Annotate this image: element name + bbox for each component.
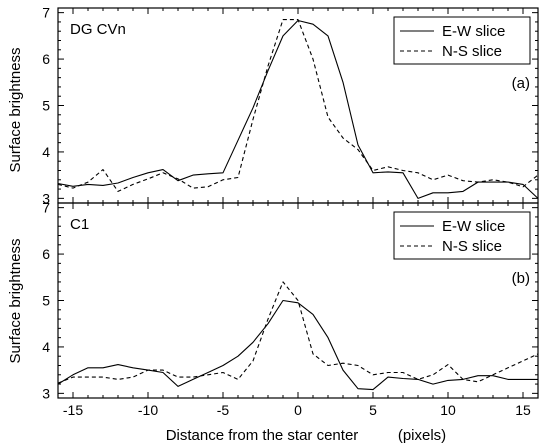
- y-tick-label: 5: [42, 98, 50, 114]
- y-tick-label: 4: [42, 144, 50, 160]
- y-tick-label: 5: [42, 293, 50, 309]
- x-tick-label: 10: [440, 402, 456, 418]
- y-tick-label: 6: [42, 51, 50, 67]
- x-tick-label: 0: [294, 402, 302, 418]
- y-tick-label: 4: [42, 339, 50, 355]
- legend-label: E-W slice: [442, 23, 505, 40]
- x-tick-label: -5: [217, 402, 230, 418]
- panel-title-b: C1: [70, 216, 89, 233]
- ns-slice-line-b: [57, 281, 539, 384]
- x-axis-unit-label: (pixels): [398, 427, 446, 444]
- x-tick-label: -15: [63, 402, 83, 418]
- y-axis-label-bottom: Surface brightness: [7, 238, 24, 363]
- ns-slice-line-a: [57, 19, 539, 192]
- legend-label: N-S slice: [442, 43, 502, 60]
- panel-tag-a: (a): [512, 75, 530, 92]
- y-tick-label: 7: [42, 5, 50, 21]
- y-tick-label: 3: [42, 385, 50, 401]
- legend-label: N-S slice: [442, 238, 502, 255]
- y-tick-label: 3: [42, 190, 50, 206]
- panel-a: 3 4 5 6 7 DG CVn (a) E-W slice N-S slice: [42, 5, 539, 206]
- panel-title-a: DG CVn: [70, 21, 126, 38]
- y-axis-label-top: Surface brightness: [7, 47, 24, 172]
- ew-slice-line-b: [57, 299, 538, 391]
- x-tick-label: 5: [369, 402, 377, 418]
- panel-b: -15 -10 -5 0 5 10 15 3 4 5 6 7 C1 (b) E-W slice N-S sli…: [42, 200, 539, 418]
- y-tick-label: 6: [42, 246, 50, 262]
- legend-box-a: [393, 16, 531, 65]
- legend-box-b: [393, 211, 531, 260]
- x-tick-label: 15: [515, 402, 531, 418]
- y-tick-label: 7: [42, 200, 50, 216]
- panel-tag-b: (b): [512, 270, 530, 287]
- legend-label: E-W slice: [442, 218, 505, 235]
- x-tick-label: -10: [138, 402, 158, 418]
- x-axis-label: Distance from the star center: [166, 427, 359, 444]
